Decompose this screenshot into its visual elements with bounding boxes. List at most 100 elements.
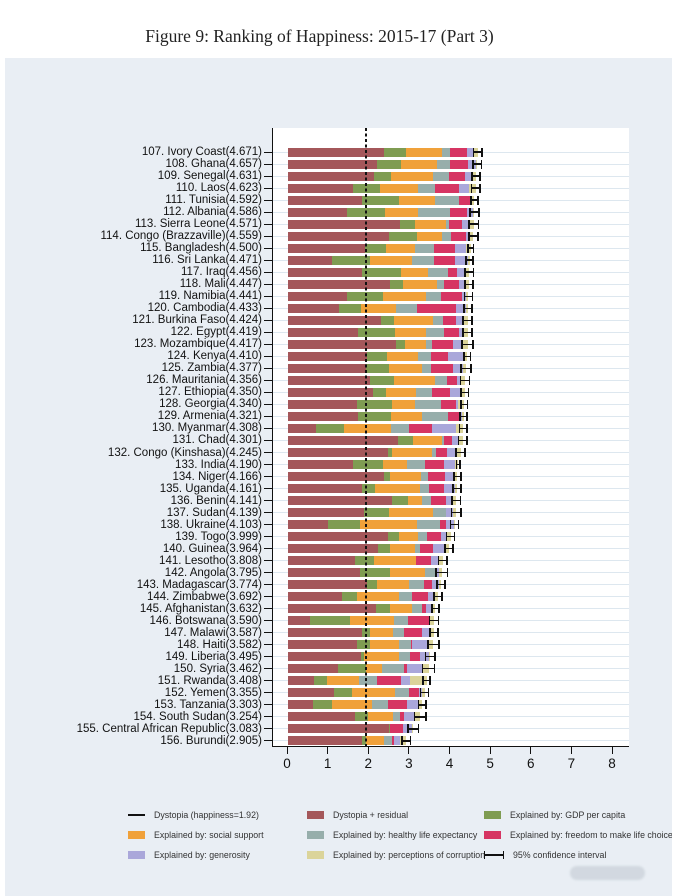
bar-segment-freedom [439,520,446,530]
ci-line [444,547,454,550]
ci-left-cap [461,339,464,349]
row-gridline [273,644,629,646]
bar-segment-healthy_life_expectancy [384,736,393,746]
legend-label: Explained by: GDP per capita [510,810,626,820]
country-label: 116. Sri Lanka(4.471) [152,254,262,267]
ci-line [462,331,473,333]
confidence-interval [458,423,468,433]
bar-segment-dystopia_residual [288,496,393,506]
ci-right-cap [437,616,440,626]
bar-segment-gdp [333,688,352,698]
country-bar [288,508,457,518]
bar-segment-gdp [357,399,392,409]
ci-line [428,632,439,634]
bar-segment-dystopia_residual [288,171,374,181]
ci-line [437,559,449,562]
bar-segment-healthy_life_expectancy [437,279,444,289]
ci-line [413,716,427,718]
ci-right-cap [464,448,466,457]
bar-segment-social_support [414,219,446,229]
y-tick [264,343,272,345]
y-tick [264,704,272,706]
row-gridline [273,656,629,658]
y-tick [264,295,272,297]
ci-right-cap [460,472,462,482]
bar-segment-healthy_life_expectancy [396,303,417,313]
confidence-interval [463,279,474,289]
bar-segment-gdp [372,387,386,397]
bar-segment-freedom [410,640,412,650]
ci-line [469,211,480,213]
bar-segment-freedom [415,556,432,566]
bar-segment-gdp [342,592,357,602]
ci-left-cap [449,520,452,530]
bar-segment-gdp [389,231,417,241]
ci-right-cap [429,676,431,686]
bar-segment-generosity [431,580,439,590]
confidence-interval [449,520,460,530]
ci-left-cap [431,604,433,614]
bar-segment-social_support [380,183,418,193]
bar-segment-healthy_life_expectancy [432,171,450,181]
ci-left-cap [470,183,473,193]
ci-left-cap [422,676,425,686]
ci-left-cap [428,628,431,638]
x-tick [408,747,410,754]
ci-left-cap [436,580,438,590]
legend-label: Explained by: healthy life expectancy [333,830,478,840]
bar-segment-healthy_life_expectancy [358,676,378,686]
bar-segment-generosity [459,183,469,193]
confidence-interval [424,652,436,662]
bar-segment-freedom [430,363,453,373]
confidence-interval [437,556,449,566]
ci-right-cap [472,339,474,349]
country-bar [288,652,431,662]
ci-line [470,187,481,189]
row-gridline [273,692,629,694]
bar-segment-healthy_life_expectancy [426,291,441,301]
confidence-interval [471,171,481,181]
country-bar [288,700,423,710]
bar-segment-freedom [443,279,460,289]
bar-segment-social_support [398,195,436,205]
bar-segment-generosity [421,628,431,638]
ci-line [459,379,471,381]
bar-segment-healthy_life_expectancy [391,423,409,433]
ci-right-cap [479,171,481,181]
bar-segment-dystopia_residual [288,423,317,433]
ci-right-cap [460,484,462,494]
confidence-interval [450,508,462,518]
country-label: 142. Angola(3.795) [164,566,262,579]
bar-segment-freedom [430,351,449,361]
bar-segment-freedom [440,399,457,409]
confidence-interval [445,532,456,542]
bar-segment-healthy_life_expectancy [394,616,408,626]
ci-icon-line [484,854,504,856]
ci-right-cap [452,544,454,554]
country-bar [288,460,459,470]
bar-segment-freedom [429,484,444,494]
legend-item: Explained by: healthy life expectancy [307,830,484,840]
ci-line [455,463,461,466]
y-tick [264,572,272,574]
bar-segment-dystopia_residual [288,664,339,674]
ci-right-cap [470,363,472,373]
country-bar [288,411,464,421]
confidence-interval [435,568,449,578]
bar-segment-gdp [381,315,394,325]
bar-segment-social_support [395,327,426,337]
country-bar [288,363,466,373]
legend-swatch [307,811,324,819]
bar-segment-social_support [389,363,422,373]
legend-label: Explained by: freedom to make life choic… [510,830,672,840]
bar-segment-gdp [364,243,387,253]
bar-segment-generosity [400,676,410,686]
ci-icon-right-cap [502,851,504,859]
bar-segment-dystopia_residual [288,411,358,421]
bar-segment-healthy_life_expectancy [433,508,446,518]
ci-right-cap [465,435,468,445]
ci-left-cap [424,652,427,662]
bar-segment-generosity [467,159,476,169]
y-tick [264,235,272,237]
bar-segment-generosity [432,423,457,433]
